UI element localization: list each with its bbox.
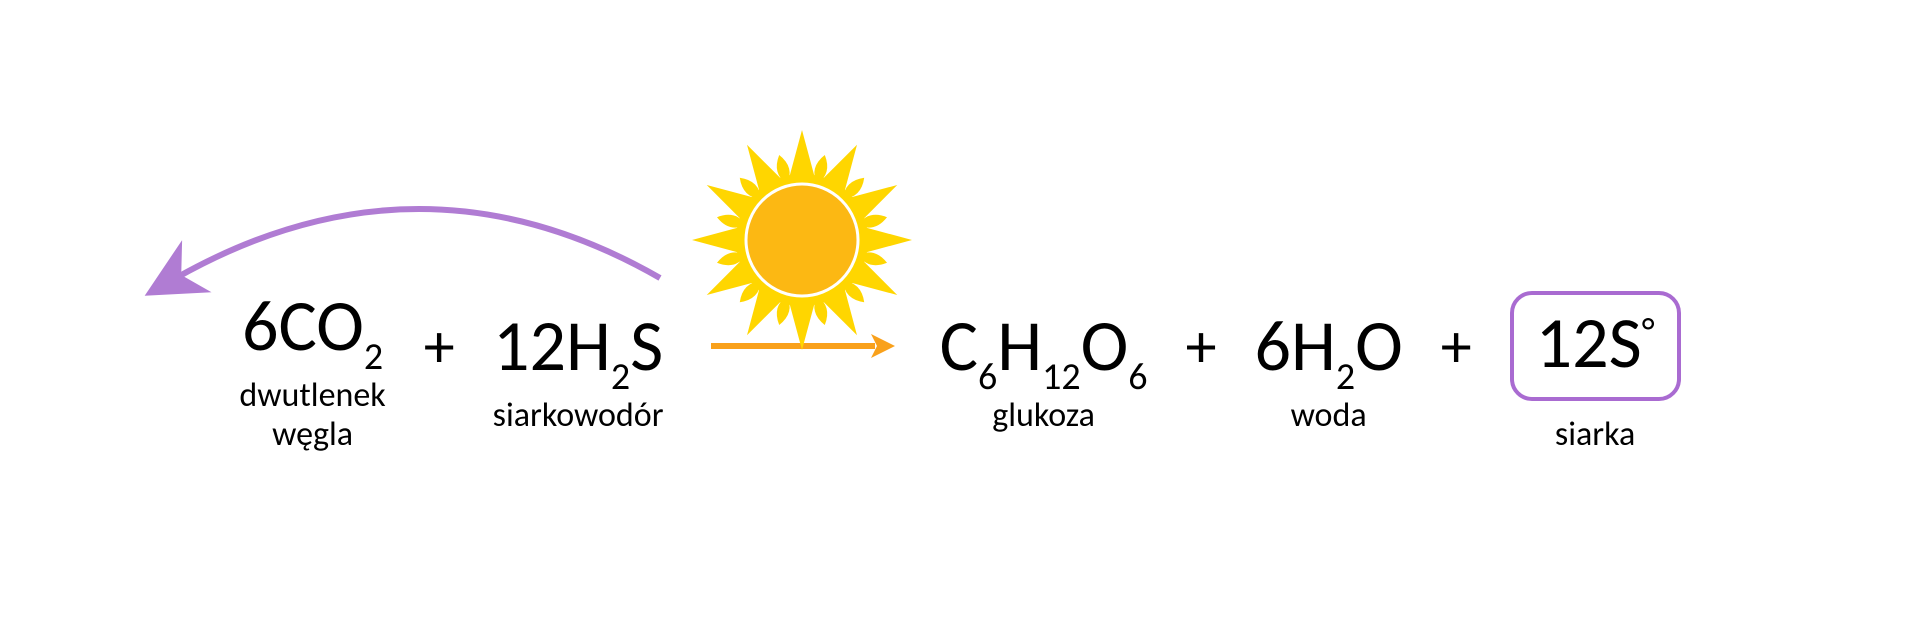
formula-co2: 6 CO 2 xyxy=(242,290,383,362)
sun-icon xyxy=(682,120,922,360)
elem: H xyxy=(1291,310,1336,382)
formula-sulfur: 12 S ° xyxy=(1510,291,1681,401)
coef: 12 xyxy=(493,310,566,382)
label-water: woda xyxy=(1291,396,1367,435)
coef: 6 xyxy=(242,290,279,362)
label-sulfur: siarka xyxy=(1555,415,1635,454)
elem: O xyxy=(1355,310,1403,382)
sup-degree: ° xyxy=(1642,313,1655,351)
elem: O xyxy=(1081,310,1129,382)
coef: 12 xyxy=(1536,307,1609,379)
reaction-arrow-slot xyxy=(702,330,902,414)
term-co2: 6 CO 2 dwutlenek węgla xyxy=(239,290,385,454)
plus: + xyxy=(1441,315,1472,429)
formula-glucose: C 6 H 12 O 6 xyxy=(940,310,1148,382)
sub: 6 xyxy=(1128,358,1147,396)
label-glucose: glukoza xyxy=(992,396,1095,435)
formula-water: 6 H 2 O xyxy=(1254,310,1402,382)
sub: 2 xyxy=(364,338,383,376)
elem: C xyxy=(940,310,978,382)
label-co2: dwutlenek węgla xyxy=(239,376,385,454)
elem: S xyxy=(630,310,663,382)
sub: 2 xyxy=(1336,358,1355,396)
term-sulfur: 12 S ° siarka xyxy=(1510,291,1681,454)
plus: + xyxy=(1186,315,1217,429)
elem: CO xyxy=(278,290,363,362)
term-glucose: C 6 H 12 O 6 glukoza xyxy=(940,310,1148,435)
label-h2s: siarkowodór xyxy=(493,396,664,435)
formula-h2s: 12 H 2 S xyxy=(493,310,663,382)
sub: 2 xyxy=(611,358,630,396)
term-water: 6 H 2 O woda xyxy=(1254,310,1402,435)
term-h2s: 12 H 2 S siarkowodór xyxy=(493,310,664,435)
coef: 6 xyxy=(1254,310,1291,382)
elem: S xyxy=(1609,307,1642,379)
elem: H xyxy=(997,310,1042,382)
elem: H xyxy=(566,310,611,382)
plus: + xyxy=(424,315,455,429)
sub: 6 xyxy=(978,358,997,396)
sub: 12 xyxy=(1042,358,1081,396)
equation-row: 6 CO 2 dwutlenek węgla + 12 H 2 S siarko… xyxy=(0,290,1920,454)
